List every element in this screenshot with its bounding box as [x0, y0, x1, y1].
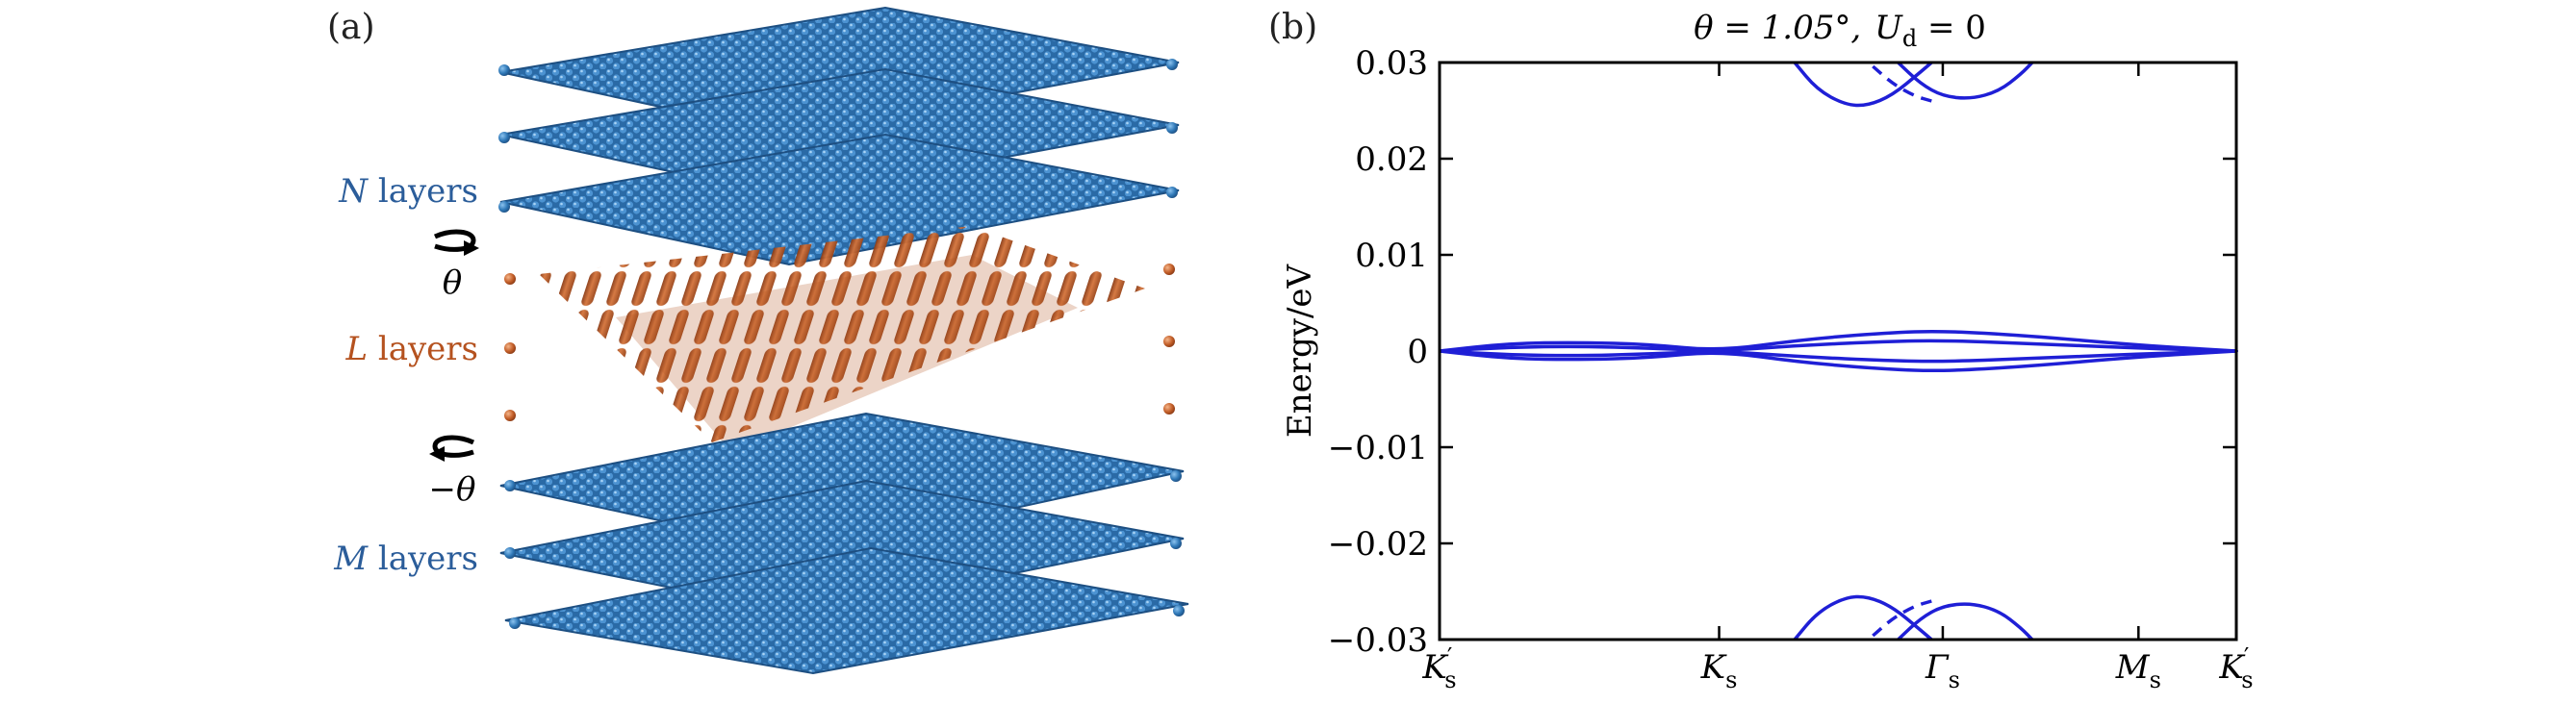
curved-arrow-icon — [432, 435, 475, 458]
n-symbol: N — [338, 172, 369, 211]
rotation-arrow-top — [433, 229, 479, 256]
x-tick-group: K′ s Ks Γs Ms K′ s — [1421, 63, 2254, 693]
edge-atom — [1163, 336, 1175, 347]
title-eq: = 0 — [1917, 9, 1986, 47]
arrowhead-icon — [464, 240, 479, 256]
x-tick-sub: s — [1725, 666, 1737, 693]
edge-atom — [504, 480, 516, 491]
edge-atom — [509, 617, 521, 629]
x-tick-sub: s — [2150, 666, 2161, 693]
band-line-9 — [1872, 599, 1932, 638]
band-line-2 — [1439, 349, 2238, 364]
y-tick-group: 0.03 0.02 0.01 0 −0.01 −0.02 −0.03 — [1328, 44, 2236, 660]
curved-arrow-icon — [433, 229, 476, 252]
edge-atom — [504, 273, 516, 285]
y-tick-label: 0.01 — [1355, 237, 1428, 275]
panel-a-label: (a) — [327, 8, 375, 47]
x-tick-label: Ms — [2115, 648, 2161, 693]
x-tick-sub: s — [1444, 666, 1456, 693]
theta-label: θ — [443, 264, 462, 302]
l-text: layers — [368, 330, 478, 368]
x-tick-main: Γ — [1925, 648, 1950, 687]
n-layers-label: N layers — [338, 172, 478, 211]
x-tick-label: K′ s — [1421, 643, 1456, 693]
edge-atom — [1166, 187, 1178, 198]
y-tick-label: −0.03 — [1328, 621, 1428, 660]
band-structure-chart: θ = 1.05°, Ud = 0 Energy/eV 0.030.020.010… — [1281, 9, 2254, 693]
x-tick-sub: s — [1949, 666, 1960, 693]
band-line-8 — [1897, 602, 2034, 641]
edge-atom — [1170, 538, 1182, 549]
edge-atoms — [498, 59, 1185, 629]
x-tick-label: Γs — [1925, 648, 1960, 693]
l-layers-label: L layers — [344, 330, 478, 368]
y-tick-label: −0.02 — [1328, 525, 1428, 564]
m-text: layers — [368, 540, 478, 578]
y-axis-label: Energy/eV — [1281, 263, 1319, 438]
y-tick-label: 0.03 — [1355, 44, 1428, 83]
m-symbol: M — [333, 540, 369, 578]
edge-atom — [1170, 470, 1182, 482]
title-u-sub: d — [1902, 25, 1917, 52]
edge-atom — [504, 342, 516, 354]
plot-frame — [1438, 61, 2238, 641]
x-tick-main: M — [2115, 648, 2151, 687]
x-tick-prime: ′ — [2244, 643, 2249, 670]
edge-atom — [1173, 605, 1185, 616]
band-line-4 — [1793, 61, 1933, 108]
n-layer-sheets — [499, 6, 1180, 266]
n-text: layers — [368, 172, 478, 211]
rotation-arrow-bottom — [429, 435, 475, 462]
neg-theta-label: −θ — [429, 470, 476, 509]
x-tick-main: K — [1700, 648, 1728, 687]
edge-atom — [504, 410, 516, 421]
middle-layer-shadow — [616, 255, 1078, 452]
graphene-sheet-n3 — [499, 133, 1180, 266]
y-tick-label: −0.01 — [1328, 429, 1428, 467]
edge-atom — [498, 132, 510, 143]
graphene-sheet-m3 — [504, 546, 1189, 675]
arrowhead-icon — [429, 446, 445, 462]
m-layer-sheets — [499, 412, 1189, 675]
middle-layer-block — [539, 226, 1145, 442]
x-tick-label: Ks — [1700, 648, 1738, 693]
x-tick-main: K — [1421, 648, 1449, 687]
edge-atom — [1163, 403, 1175, 415]
x-tick-prime: ′ — [1447, 643, 1452, 670]
edge-atom — [498, 64, 510, 76]
plot-area — [1439, 61, 2238, 641]
edge-atom — [1163, 264, 1175, 275]
layer-stack-illustration: N layers θ L layers −θ M layers — [333, 6, 1189, 675]
l-layer-rods — [539, 226, 1145, 452]
y-tick-label: 0.02 — [1355, 140, 1428, 179]
x-tick-main: K — [2218, 648, 2246, 687]
band-line-6 — [1872, 64, 1932, 103]
x-tick-sub: s — [2241, 666, 2253, 693]
edge-atom — [1166, 122, 1178, 134]
l-symbol: L — [344, 330, 368, 368]
panel-b-label: (b) — [1268, 8, 1318, 47]
title-u: U — [1875, 9, 1903, 47]
band-line-5 — [1897, 61, 2034, 100]
band-line-1 — [1439, 339, 2238, 353]
x-tick-label: K′ s — [2218, 643, 2253, 693]
edge-atom — [504, 547, 516, 559]
band-line-3 — [1439, 349, 2238, 373]
band-line-7 — [1793, 594, 1933, 641]
edge-atom — [498, 201, 510, 213]
m-layers-label: M layers — [333, 540, 478, 578]
y-tick-label: 0 — [1407, 333, 1428, 371]
band-line-0 — [1439, 329, 2238, 353]
chart-title: θ = 1.05°, Ud = 0 — [1694, 9, 1986, 52]
edge-atom — [1166, 59, 1178, 70]
title-theta: θ = 1.05°, — [1694, 9, 1861, 47]
